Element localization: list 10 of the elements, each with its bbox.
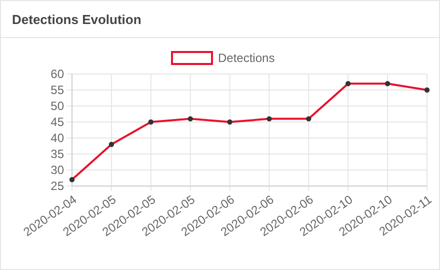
legend-label: Detections: [218, 51, 275, 65]
y-tick-label: 45: [50, 115, 64, 130]
y-tick-label: 60: [50, 67, 64, 82]
y-tick-label: 30: [50, 163, 64, 178]
y-tick-label: 50: [50, 99, 64, 114]
y-tick-label: 25: [50, 179, 64, 194]
chart-title: Detections Evolution: [12, 12, 142, 27]
y-tick-label: 40: [50, 131, 64, 146]
y-tick-label: 35: [50, 147, 64, 162]
y-tick-label: 55: [50, 83, 64, 98]
